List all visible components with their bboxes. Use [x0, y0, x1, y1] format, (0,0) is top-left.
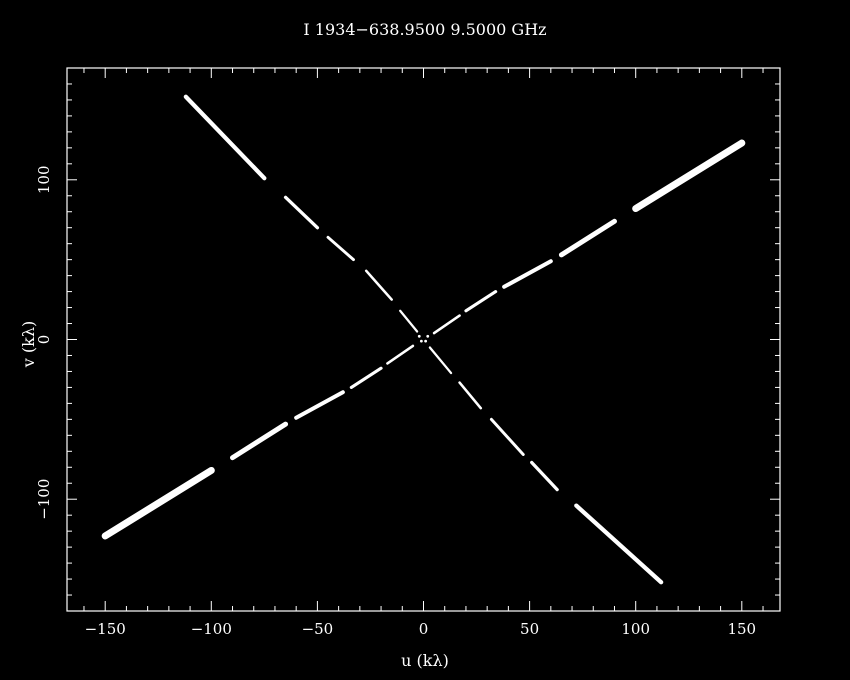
uv-track-s1-1	[183, 94, 267, 181]
uv-track-s1-2	[283, 195, 320, 230]
axis-ticks: −150 −100 −50 0 50 100 150 −100 0 100	[35, 67, 780, 638]
x-axis-label: u (kλ)	[401, 651, 449, 670]
y-tick-label: 0	[35, 335, 53, 345]
uv-track-s1-3	[326, 235, 355, 262]
uv-track-s2-1	[101, 466, 215, 540]
uv-track-s1-8	[489, 417, 525, 456]
chart-title: I 1934−638.9500 9.5000 GHz	[303, 20, 546, 39]
x-tick-label: 50	[520, 620, 539, 638]
uv-track-s2-2	[230, 421, 289, 461]
x-tick-label: 100	[621, 620, 650, 638]
uv-track-s2-5	[386, 344, 415, 365]
uv-point-2	[426, 334, 430, 338]
uv-track-s2-6	[432, 314, 461, 335]
x-tick-label: 150	[727, 620, 756, 638]
x-tick-label: 0	[419, 620, 429, 638]
uv-track-s1-10	[574, 503, 664, 585]
uv-track-s2-10	[632, 139, 746, 213]
x-tick-label: −150	[85, 620, 126, 638]
x-tick-label: −50	[302, 620, 334, 638]
y-axis-label: v (kλ)	[19, 321, 38, 368]
data-layer	[101, 94, 746, 585]
uv-track-s1-6	[428, 346, 453, 375]
x-tick-label: −100	[191, 620, 232, 638]
uv-track-s2-4	[349, 366, 383, 389]
uv-track-s2-3	[294, 390, 345, 420]
uv-track-s1-5	[399, 309, 419, 333]
uv-track-s1-4	[364, 269, 393, 301]
uv-track-s2-7	[464, 290, 498, 313]
uv-point-3	[419, 339, 423, 343]
y-tick-label: 100	[35, 165, 53, 194]
uv-track-s2-8	[502, 259, 553, 289]
y-tick-label: −100	[35, 479, 53, 520]
uv-track-s1-7	[458, 381, 483, 410]
uv-track-s2-9	[558, 218, 617, 258]
uv-point-4	[424, 339, 428, 343]
uv-track-s1-9	[530, 460, 559, 492]
uv-point-1	[417, 334, 421, 338]
